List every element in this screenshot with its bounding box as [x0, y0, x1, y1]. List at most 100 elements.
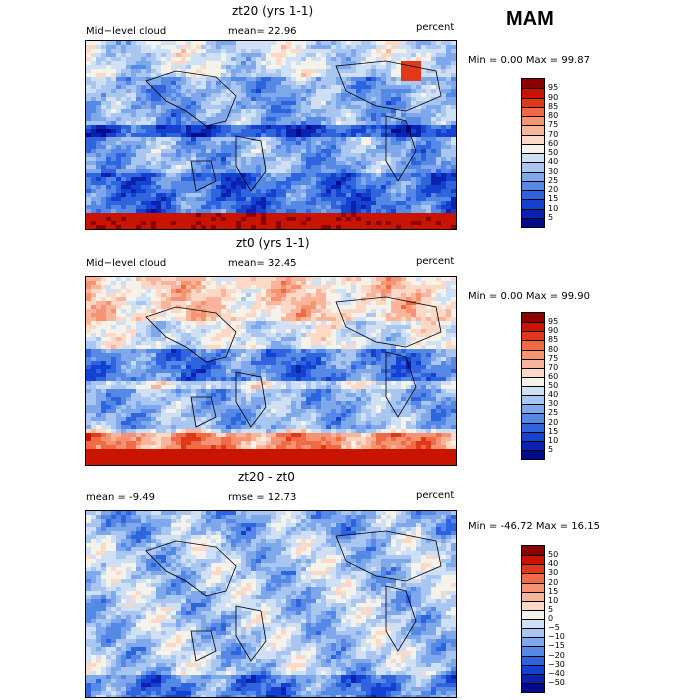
colorbar-tick-label: 85 — [548, 335, 559, 345]
colorbar-tick-label: 70 — [548, 362, 559, 372]
colorbar-swatch — [522, 404, 544, 414]
colorbar-tick-label: 60 — [548, 371, 559, 381]
panel-1-mean-label: mean= 22.96 — [228, 26, 297, 37]
colorbar-tick-label: 50 — [548, 550, 559, 560]
colorbar-swatch — [522, 646, 544, 656]
panel-3-colorbar: 50 40 30 20 15 10 5 0 −5 −10 −15 −20 −30 −40 −50 — [521, 545, 565, 693]
colorbar-tick-label: 10 — [548, 435, 559, 445]
colorbar-swatch — [522, 116, 544, 126]
colorbar-swatch — [522, 591, 544, 601]
colorbar-tick-label: 50 — [548, 148, 559, 157]
colorbar-swatch — [522, 340, 544, 350]
panel-2-variable-label: Mid−level cloud — [86, 258, 167, 269]
colorbar-swatch — [522, 358, 544, 368]
colorbar-tick-label: 30 — [548, 568, 559, 578]
colorbar-swatch — [522, 673, 544, 683]
colorbar-swatch — [522, 609, 544, 619]
colorbar-tick-label: 15 — [548, 194, 559, 204]
colorbar-swatch — [522, 217, 544, 227]
colorbar-swatch — [522, 162, 544, 172]
colorbar-tick-label: 25 — [548, 175, 559, 185]
colorbar-tick-label: 75 — [548, 353, 559, 363]
colorbar-tick-label: 80 — [548, 344, 559, 354]
colorbar-swatch — [522, 180, 544, 190]
colorbar-swatch — [522, 637, 544, 647]
panel-1-colorbar: 95 90 85 80 75 70 60 50 40 30 25 20 15 10 5 — [521, 78, 558, 228]
colorbar-tick-label: 15 — [548, 426, 559, 436]
season-label: MAM — [506, 8, 554, 30]
colorbar-swatch — [522, 125, 544, 135]
colorbar-swatch — [522, 331, 544, 341]
panel-1-minmax: Min = 0.00 Max = 99.87 — [468, 55, 590, 66]
colorbar-tick-label: 20 — [548, 185, 559, 194]
colorbar-swatch — [522, 313, 544, 323]
colorbar-swatch — [522, 97, 544, 107]
colorbar-swatch — [522, 106, 544, 116]
panel-1-units-label: percent — [416, 22, 455, 33]
colorbar-tick-label: 20 — [548, 417, 559, 427]
panel-2-map-field — [86, 277, 456, 465]
colorbar-swatch — [522, 449, 544, 459]
panel-1-map-field — [86, 41, 456, 229]
colorbar-swatch — [522, 386, 544, 396]
panel-3-minmax: Min = -46.72 Max = 16.15 — [468, 521, 600, 532]
colorbar-tick-label: 20 — [548, 577, 559, 587]
colorbar-tick-label: 95 — [548, 317, 559, 327]
colorbar-swatch — [522, 422, 544, 432]
colorbar-swatch — [522, 349, 544, 359]
colorbar-tick-label: −50 — [548, 677, 565, 687]
colorbar-swatch — [522, 431, 544, 441]
colorbar-swatch — [522, 564, 544, 574]
panel-3-title: zt20 - zt0 — [238, 470, 295, 484]
colorbar-tick-label: −40 — [548, 668, 565, 678]
colorbar-tick-label: 80 — [548, 111, 559, 120]
colorbar-swatch — [522, 322, 544, 332]
colorbar-tick-label: 70 — [548, 129, 559, 139]
colorbar-swatch — [522, 79, 544, 89]
panel-1-variable-label: Mid−level cloud — [86, 26, 167, 37]
colorbar-swatch — [522, 367, 544, 377]
colorbar-swatch — [522, 600, 544, 610]
colorbar-swatch — [522, 190, 544, 200]
colorbar-tick-label: 60 — [548, 138, 559, 148]
colorbar-swatch — [522, 143, 544, 153]
colorbar-swatch — [522, 88, 544, 98]
colorbar-tick-label: 5 — [548, 444, 554, 454]
panel-2-minmax: Min = 0.00 Max = 99.90 — [468, 291, 590, 302]
colorbar-swatch — [522, 555, 544, 565]
colorbar-tick-label: 40 — [548, 390, 559, 400]
colorbar-tick-label: 75 — [548, 120, 559, 130]
colorbar-swatch — [522, 395, 544, 405]
panel-1-map — [85, 40, 457, 230]
panel-2-title: zt0 (yrs 1-1) — [236, 236, 310, 250]
colorbar-swatch — [522, 682, 544, 692]
colorbar-tick-label: 10 — [548, 595, 559, 605]
panel-3-mean-label: mean = -9.49 — [86, 492, 155, 503]
colorbar-swatch — [522, 440, 544, 450]
panel-1-title: zt20 (yrs 1-1) — [232, 4, 314, 18]
panel-2-colorbar: 95 90 85 80 75 70 60 50 40 30 25 20 15 10 5 — [521, 312, 558, 460]
colorbar-tick-label: −20 — [548, 650, 565, 660]
panel-3-units-label: percent — [416, 490, 455, 501]
colorbar-tick-label: −15 — [548, 641, 565, 651]
colorbar-swatch — [522, 628, 544, 638]
colorbar-tick-label: −5 — [548, 623, 560, 633]
colorbar-tick-label: 0 — [548, 614, 554, 623]
panel-2-map — [85, 276, 457, 466]
colorbar-swatch — [522, 664, 544, 674]
colorbar-swatch — [522, 582, 544, 592]
colorbar-tick-label: 85 — [548, 101, 559, 111]
colorbar-swatch — [522, 655, 544, 665]
colorbar-swatch — [522, 376, 544, 386]
colorbar-tick-label: 25 — [548, 408, 559, 418]
colorbar-swatch — [522, 134, 544, 144]
colorbar-tick-label: −30 — [548, 659, 565, 669]
colorbar-tick-label: −10 — [548, 632, 565, 642]
colorbar-tick-label: 40 — [548, 559, 559, 569]
colorbar-tick-label: 50 — [548, 381, 559, 390]
colorbar-swatch — [522, 619, 544, 629]
colorbar-tick-label: 30 — [548, 399, 559, 409]
colorbar-tick-label: 5 — [548, 604, 554, 614]
colorbar-swatch — [522, 413, 544, 423]
panel-3-map-field — [86, 511, 456, 697]
